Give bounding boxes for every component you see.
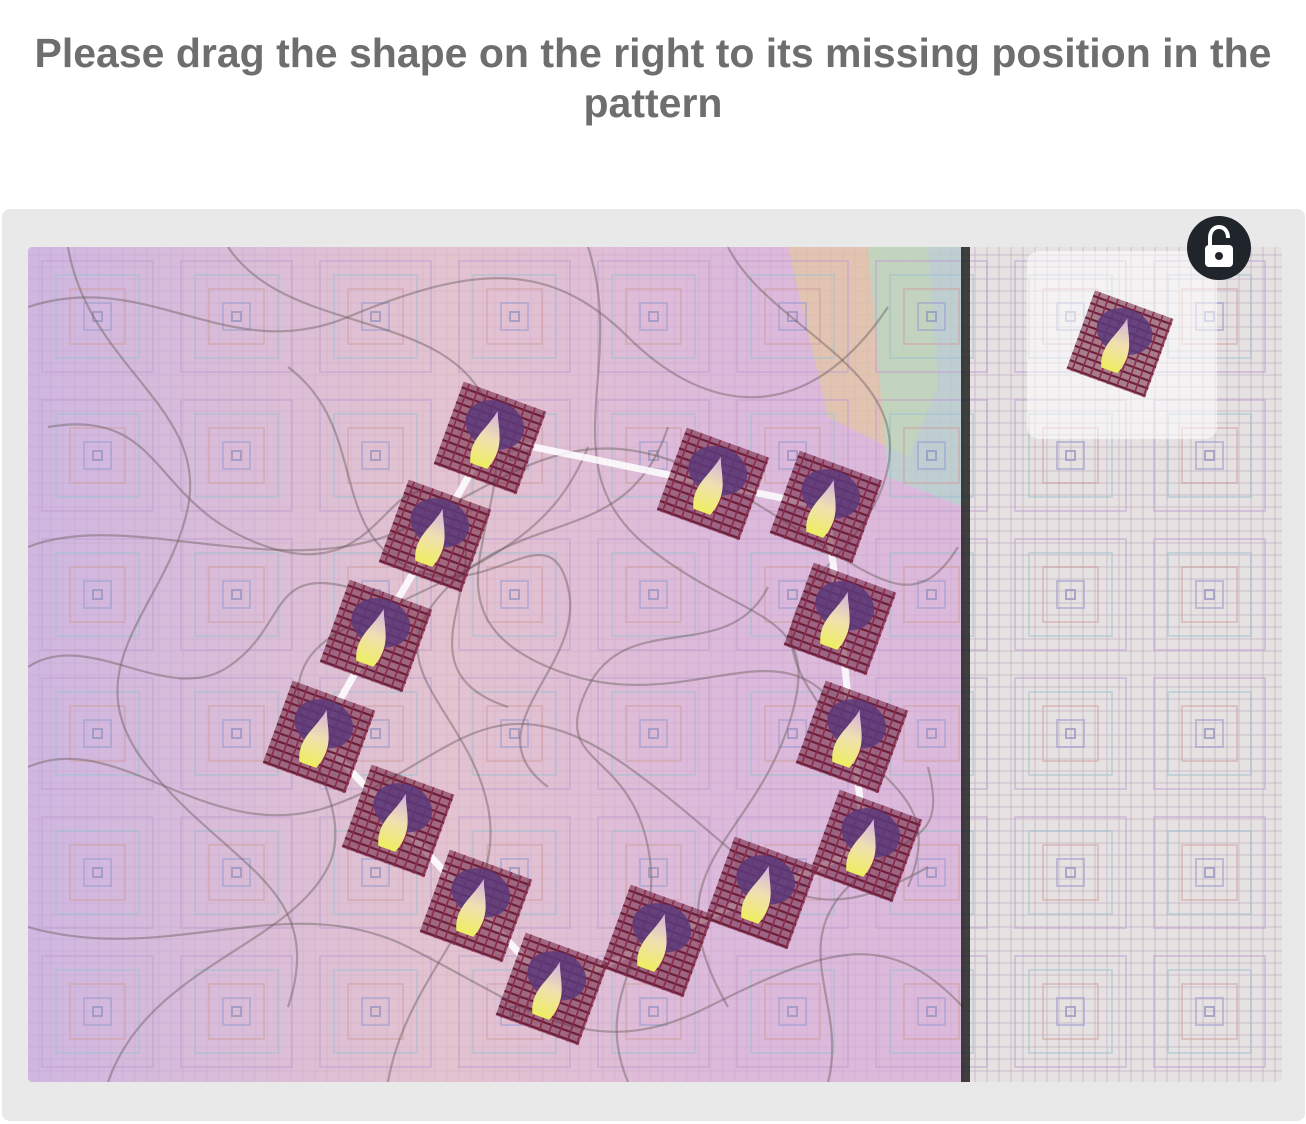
instruction-text: Please drag the shape on the right to it… <box>34 30 1272 126</box>
captcha-frame <box>2 209 1305 1121</box>
lock-button[interactable] <box>1187 216 1251 280</box>
lock-open-icon <box>1205 224 1233 267</box>
puzzle-canvas <box>28 247 1282 1082</box>
divider-line <box>961 247 970 1082</box>
